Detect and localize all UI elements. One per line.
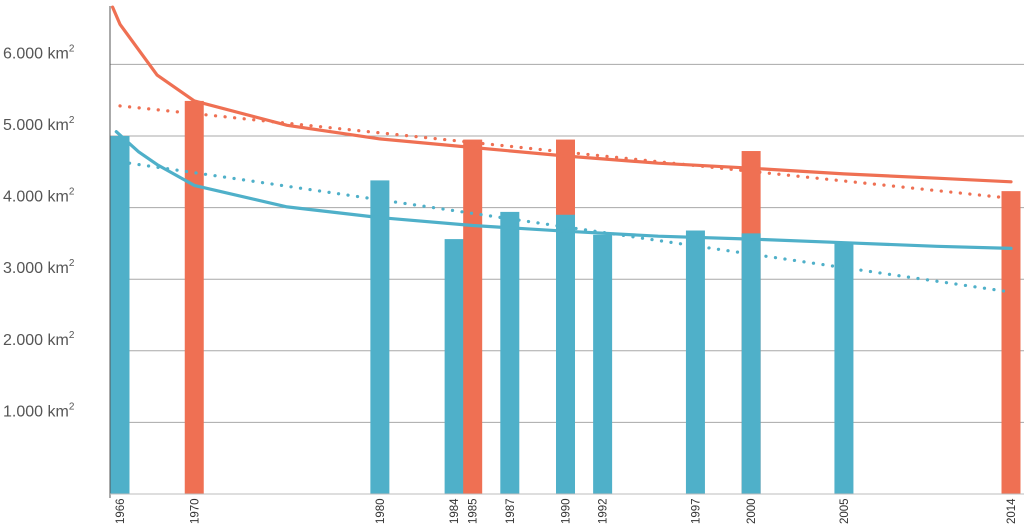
bar-blue-1990	[556, 214, 575, 494]
trend-blue-solid	[114, 130, 1013, 250]
y-tick-label: 6.000 km2	[3, 43, 75, 62]
x-tick-label-1997: 1997	[690, 498, 702, 524]
y-tick-label: 2.000 km2	[3, 330, 75, 349]
y-tick-unit-superscript: 2	[69, 258, 75, 269]
bar-orange-2014	[1001, 191, 1021, 494]
x-tick-label-1980: 1980	[375, 498, 387, 524]
x-tick-label-1987: 1987	[505, 498, 517, 524]
bar-blue-1966	[110, 136, 130, 494]
x-tick-label-1966: 1966	[115, 498, 127, 524]
bar-blue-1987	[500, 211, 520, 494]
trend-blue-dotted	[118, 160, 1013, 294]
x-tick-label-1970: 1970	[189, 498, 201, 524]
x-tick-label-2000: 2000	[746, 498, 758, 524]
x-tick-label-1990: 1990	[561, 498, 573, 524]
y-tick-label: 5.000 km2	[3, 115, 75, 134]
y-tick-unit-superscript: 2	[69, 115, 75, 126]
y-tick-label: 1.000 km2	[3, 401, 75, 420]
y-tick-unit-superscript: 2	[69, 43, 75, 54]
x-tick-label-2005: 2005	[839, 498, 851, 524]
y-tick-label: 3.000 km2	[3, 258, 75, 277]
bar-blue-1984	[444, 239, 464, 494]
bar-blue-2000	[741, 233, 761, 494]
bar-blue-1997	[685, 230, 705, 494]
bar-blue-2005	[834, 243, 854, 494]
x-tick-label-2014: 2014	[1006, 498, 1018, 524]
bar-orange-1970	[184, 100, 204, 494]
x-tick-label-1985: 1985	[468, 498, 480, 524]
y-tick-label: 4.000 km2	[3, 187, 75, 206]
y-tick-unit-superscript: 2	[69, 401, 75, 412]
x-tick-label-1992: 1992	[598, 498, 610, 524]
y-tick-unit-superscript: 2	[69, 187, 75, 198]
y-tick-unit-superscript: 2	[69, 330, 75, 341]
bar-blue-1980	[370, 180, 390, 494]
bar-blue-1992	[593, 234, 613, 495]
bar-orange-1985	[463, 139, 483, 494]
x-tick-label-1984: 1984	[449, 498, 461, 524]
trend-orange-solid	[111, 5, 1013, 184]
